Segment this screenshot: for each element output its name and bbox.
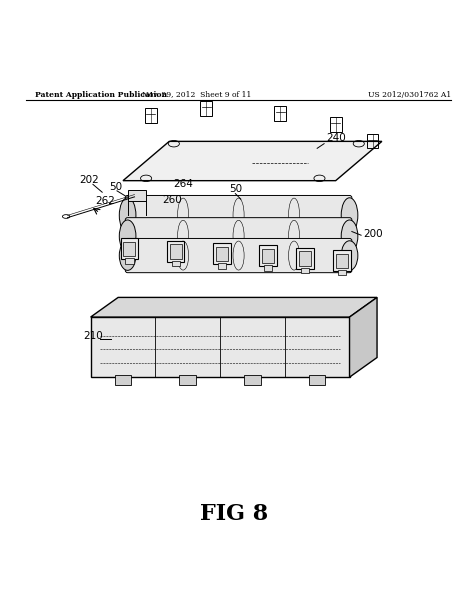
Bar [167,241,184,262]
Bar [367,134,378,148]
Bar [336,254,348,268]
Text: 210: 210 [84,331,103,341]
Bar [115,375,131,386]
Bar [123,242,136,257]
Text: 260: 260 [162,195,182,205]
Polygon shape [349,298,377,377]
FancyBboxPatch shape [125,238,352,273]
Ellipse shape [341,198,358,233]
FancyBboxPatch shape [125,196,352,235]
Text: 50: 50 [109,182,122,192]
Ellipse shape [119,220,136,252]
Bar [244,375,261,386]
Bar [218,263,226,268]
Bar [170,244,182,259]
Text: Patent Application Publication: Patent Application Publication [35,90,167,98]
Text: 50: 50 [229,184,242,194]
Bar [274,106,286,120]
Text: FIG 8: FIG 8 [200,503,268,525]
Ellipse shape [119,241,136,270]
Bar [200,101,212,116]
Bar [121,238,138,259]
Bar [262,249,274,263]
FancyBboxPatch shape [125,218,352,255]
Bar [213,243,231,264]
Bar [296,247,314,268]
Bar [299,251,311,266]
Bar [329,117,342,132]
Text: US 2012/0301762 A1: US 2012/0301762 A1 [368,90,451,98]
Bar [338,270,346,276]
Bar [179,375,196,386]
Ellipse shape [119,198,136,233]
Bar [259,246,277,266]
Bar [145,108,157,123]
Bar [216,247,228,261]
Text: Nov. 29, 2012  Sheet 9 of 11: Nov. 29, 2012 Sheet 9 of 11 [142,90,252,98]
Bar [128,190,146,202]
Text: 200: 200 [364,229,383,239]
Ellipse shape [341,220,358,252]
Bar [333,250,351,271]
Polygon shape [91,317,349,377]
Text: 262: 262 [95,196,115,206]
Ellipse shape [341,241,358,270]
Polygon shape [91,298,377,317]
Text: 240: 240 [327,133,346,144]
Bar [172,261,180,266]
Bar [125,258,134,264]
Bar [264,265,273,271]
Bar [301,268,310,273]
Bar [309,375,326,386]
Text: 202: 202 [79,175,99,185]
Polygon shape [123,141,382,181]
Text: 264: 264 [173,178,193,189]
